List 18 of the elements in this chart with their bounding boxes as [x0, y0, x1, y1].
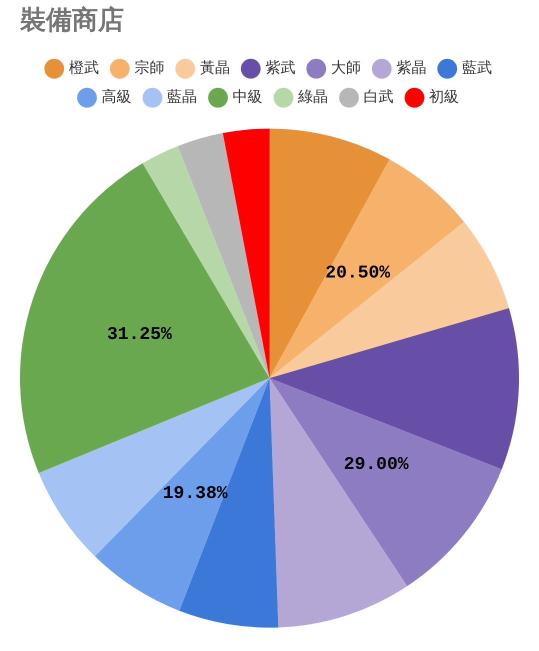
legend-label: 中級	[232, 88, 262, 106]
legend-label: 藍武	[462, 58, 492, 77]
text: 20.50%	[325, 264, 390, 284]
legend-label: 黃晶	[200, 58, 230, 77]
legend-label: 綠晶	[297, 88, 328, 106]
legend-label: 藍晶	[167, 88, 197, 106]
legend-label: 橙武	[68, 58, 99, 77]
text: 29.00%	[344, 454, 409, 475]
legend-label: 白武	[364, 88, 394, 106]
legend-label: 紫晶	[396, 58, 426, 77]
legend-label: 紫武	[265, 58, 296, 77]
text: 31.25%	[106, 324, 172, 345]
legend-label: 高級	[102, 88, 132, 106]
legend-label: 初級	[429, 88, 459, 106]
legend-label: 宗師	[134, 58, 164, 77]
legend-label: 大師	[330, 58, 361, 77]
chart-title: 裝備商店	[19, 5, 124, 36]
text: 19.38%	[162, 484, 228, 504]
